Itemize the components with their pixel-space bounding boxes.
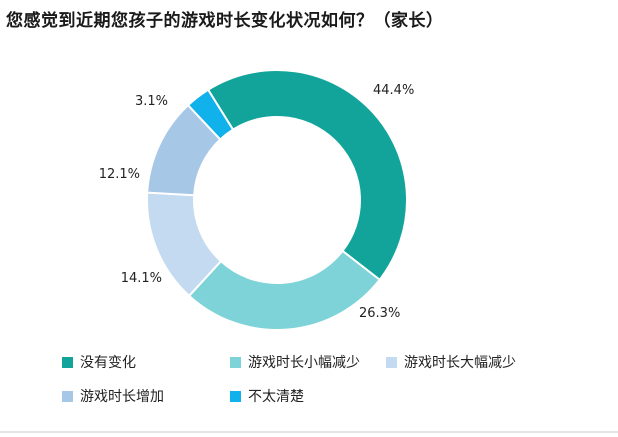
chart-title: 您感觉到近期您孩子的游戏时长变化状况如何？（家长）	[6, 11, 444, 31]
legend-swatch	[62, 390, 73, 402]
slice-value-label: 3.1%	[135, 94, 168, 109]
legend-label: 游戏时长增加	[80, 389, 164, 405]
slice-value-label: 14.1%	[121, 271, 162, 286]
legend-item: 游戏时长增加	[62, 386, 230, 406]
chart-legend: 没有变化 游戏时长小幅减少 游戏时长大幅减少游戏时长增加 不太清楚	[62, 352, 542, 406]
legend-label: 不太清楚	[248, 389, 304, 405]
legend-swatch	[62, 356, 73, 368]
legend-item: 游戏时长小幅减少	[230, 352, 386, 372]
legend-item: 不太清楚	[230, 386, 386, 406]
legend-swatch	[230, 356, 241, 368]
legend-label: 游戏时长大幅减少	[404, 355, 516, 371]
legend-label: 游戏时长小幅减少	[248, 355, 360, 371]
legend-item: 没有变化	[62, 352, 230, 372]
legend-item: 游戏时长大幅减少	[386, 352, 542, 372]
legend-swatch	[230, 390, 241, 402]
donut-slice	[206, 69, 408, 282]
slice-value-label: 26.3%	[359, 306, 400, 321]
legend-label: 没有变化	[80, 355, 136, 371]
legend-swatch	[386, 356, 397, 368]
donut-slice	[186, 88, 235, 141]
slice-value-label: 12.1%	[99, 167, 140, 182]
slice-value-label: 44.4%	[373, 83, 414, 98]
divider	[0, 431, 618, 433]
